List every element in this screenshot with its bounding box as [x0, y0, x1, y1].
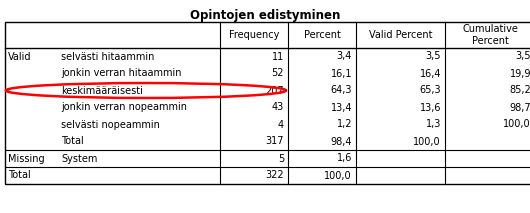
Text: 3,5: 3,5 — [426, 52, 441, 62]
Text: 1,2: 1,2 — [337, 119, 352, 130]
Text: 11: 11 — [272, 52, 284, 62]
Text: Percent: Percent — [304, 30, 340, 40]
Text: selvästi nopeammin: selvästi nopeammin — [61, 119, 160, 130]
Text: System: System — [61, 154, 98, 164]
Text: 3,4: 3,4 — [337, 52, 352, 62]
Text: 19,9: 19,9 — [509, 69, 530, 79]
Bar — [5, 22, 530, 184]
Text: 4: 4 — [278, 119, 284, 130]
Text: 43: 43 — [272, 102, 284, 112]
Text: 3,5: 3,5 — [516, 52, 530, 62]
Text: jonkin verran hitaammin: jonkin verran hitaammin — [61, 69, 181, 79]
Text: jonkin verran nopeammin: jonkin verran nopeammin — [61, 102, 187, 112]
Text: Total: Total — [8, 170, 31, 180]
Text: Missing: Missing — [8, 154, 45, 164]
Text: Frequency: Frequency — [229, 30, 279, 40]
Text: 207: 207 — [266, 85, 284, 95]
Text: Total: Total — [61, 137, 84, 147]
Text: 52: 52 — [271, 69, 284, 79]
Text: 98,7: 98,7 — [509, 102, 530, 112]
Text: Opintojen edistyminen: Opintojen edistyminen — [190, 9, 340, 22]
Text: 16,1: 16,1 — [331, 69, 352, 79]
Text: 98,4: 98,4 — [331, 137, 352, 147]
Text: Cumulative
Percent: Cumulative Percent — [462, 24, 518, 46]
Text: Valid Percent: Valid Percent — [369, 30, 432, 40]
Text: 100,0: 100,0 — [324, 170, 352, 180]
Text: 100,0: 100,0 — [413, 137, 441, 147]
Text: 317: 317 — [266, 137, 284, 147]
Text: 64,3: 64,3 — [331, 85, 352, 95]
Text: 5: 5 — [278, 154, 284, 164]
Text: Valid: Valid — [8, 52, 31, 62]
Text: keskimääräisesti: keskimääräisesti — [61, 85, 143, 95]
Text: 1,6: 1,6 — [337, 154, 352, 164]
Text: 100,0: 100,0 — [504, 119, 530, 130]
Text: selvästi hitaammin: selvästi hitaammin — [61, 52, 154, 62]
Text: 1,3: 1,3 — [426, 119, 441, 130]
Text: 13,4: 13,4 — [331, 102, 352, 112]
Text: 65,3: 65,3 — [419, 85, 441, 95]
Text: 13,6: 13,6 — [420, 102, 441, 112]
Text: 85,2: 85,2 — [509, 85, 530, 95]
Text: 322: 322 — [266, 170, 284, 180]
Text: 16,4: 16,4 — [420, 69, 441, 79]
